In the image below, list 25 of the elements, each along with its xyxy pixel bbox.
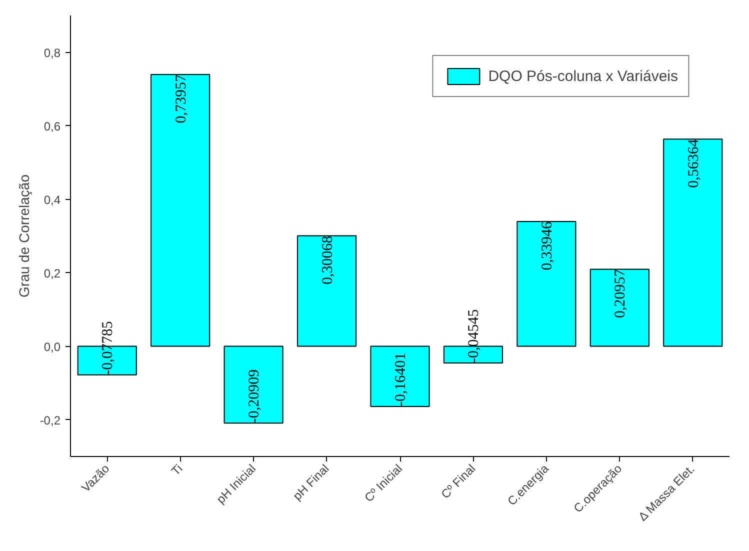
y-tick-label: 0,4 [44, 192, 61, 207]
data-label: -0,07785 [100, 321, 116, 375]
y-tick-label: 0,8 [44, 46, 61, 60]
legend-label: DQO Pós-coluna x Variáveis [488, 68, 678, 84]
x-tick-label: Ti [168, 462, 186, 478]
bar [224, 346, 284, 424]
data-label: 0,73957 [173, 74, 190, 124]
y-tick-label: -0,2 [40, 413, 61, 428]
bar [590, 268, 650, 347]
y-axis-title: Grau de Correlação [16, 174, 32, 298]
y-tick-label: 0,2 [44, 266, 61, 280]
bar [663, 138, 723, 347]
bar [516, 221, 576, 347]
data-label: 0,56364 [686, 138, 702, 188]
data-label: -0,16401 [393, 352, 409, 407]
data-label: 0,20957 [612, 268, 629, 318]
data-label: 0,30068 [320, 236, 336, 284]
y-tick-label: 0,0 [44, 340, 61, 354]
data-label: -0,20909 [246, 369, 263, 424]
y-tick-label: 0,6 [44, 119, 61, 134]
bar [150, 74, 210, 347]
data-label: 0,33946 [539, 221, 556, 270]
bar [370, 346, 430, 408]
data-label: -0,04545 [466, 309, 482, 363]
bar [296, 235, 357, 347]
